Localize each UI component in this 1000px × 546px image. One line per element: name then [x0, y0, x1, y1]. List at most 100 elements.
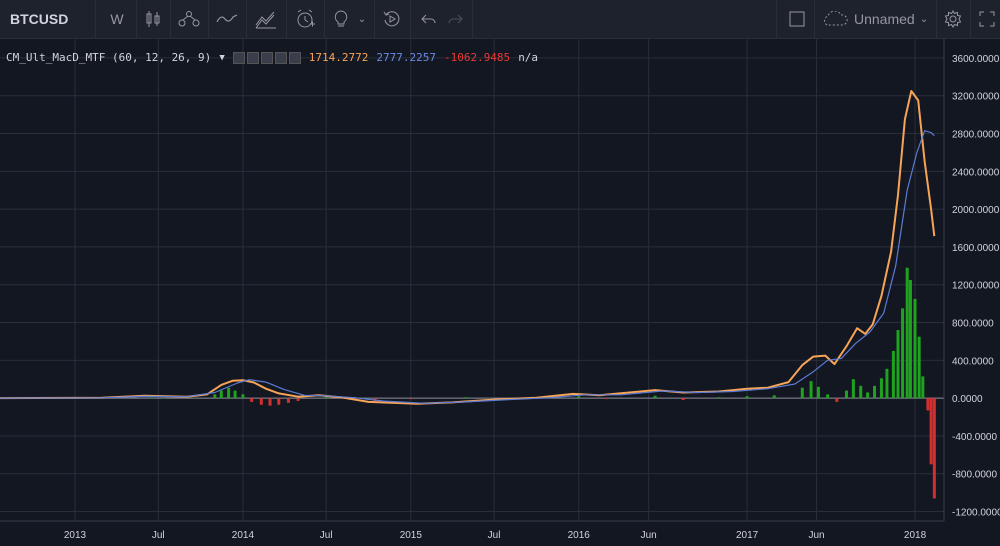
x-tick-label: 2016 — [568, 530, 591, 541]
x-tick-label: 2018 — [904, 530, 927, 541]
indicator-source-icon[interactable] — [260, 51, 273, 64]
macd-chart[interactable]: 3600.0000 3200.0000 2800.0000 2400.0000 2000… — [0, 39, 1000, 546]
y-tick-label: 1200.0000 — [952, 281, 1000, 292]
histogram-bar — [917, 336, 921, 399]
chart-grid — [0, 39, 1000, 546]
alert-clock-icon[interactable] — [292, 0, 318, 38]
histogram-bar — [213, 394, 217, 399]
chevron-down-icon[interactable]: ⌄ — [357, 13, 367, 25]
x-tick-label: 2015 — [400, 530, 423, 541]
y-tick-label: 2000.0000 — [952, 205, 1000, 216]
x-tick-label: 2013 — [64, 530, 87, 541]
histogram-bar — [929, 398, 933, 465]
histogram-bar — [901, 308, 905, 399]
toolbar-separator — [286, 0, 287, 38]
toolbar-separator — [410, 0, 411, 38]
toolbar-separator — [95, 0, 96, 38]
y-tick-label: 0.0000 — [952, 394, 983, 405]
histogram-bar — [891, 350, 895, 399]
time-axis[interactable]: 2013 Jul 2014 Jul 2015 Jul 2016 Jun 2017 Jun 2018 — [0, 520, 944, 541]
toolbar-separator — [776, 0, 777, 38]
undo-icon[interactable] — [418, 0, 440, 38]
toolbar-separator — [970, 0, 971, 38]
histogram-bar — [905, 267, 909, 399]
histogram-bar — [913, 298, 917, 399]
histogram-bar — [879, 378, 883, 399]
indicator-name[interactable]: CM_Ult_MacD_MTF (60, 12, 26, 9) — [6, 51, 212, 64]
interval-button[interactable]: W — [110, 11, 124, 27]
histogram-bar — [219, 390, 223, 399]
line-series — [0, 90, 936, 405]
histogram-bar — [233, 390, 237, 399]
x-tick-label: 2017 — [736, 530, 759, 541]
histogram-bar — [268, 398, 272, 406]
indicator-hide-icon[interactable] — [232, 51, 245, 64]
toolbar-separator — [814, 0, 815, 38]
indicator-settings-icon[interactable] — [246, 51, 259, 64]
templates-icon[interactable] — [252, 0, 280, 38]
histogram-bar — [844, 390, 848, 399]
y-tick-label: 2800.0000 — [952, 130, 1000, 141]
ideas-lightbulb-icon[interactable] — [330, 0, 352, 38]
histogram-bar — [851, 379, 855, 399]
x-tick-label: Jul — [152, 530, 165, 541]
compare-icon[interactable] — [176, 0, 202, 38]
top-toolbar: BTCUSD W ⌄ Unnamed ⌄ — [0, 0, 1000, 39]
y-tick-label: 3200.0000 — [952, 92, 1000, 103]
indicator-menu-chevron-icon[interactable]: ▼ — [219, 52, 225, 63]
fullscreen-icon[interactable] — [976, 0, 998, 38]
replay-icon[interactable] — [380, 0, 404, 38]
indicator-remove-icon[interactable] — [288, 51, 301, 64]
toolbar-separator — [472, 0, 473, 38]
indicators-icon[interactable] — [214, 0, 240, 38]
signal-line — [0, 130, 935, 404]
toolbar-separator — [324, 0, 325, 38]
histogram-bar — [717, 397, 721, 399]
histogram-bar — [896, 330, 900, 399]
histogram-bar — [464, 397, 468, 399]
histogram-series — [149, 267, 936, 499]
histogram-bar — [809, 381, 813, 399]
redo-icon[interactable] — [444, 0, 466, 38]
histogram-bar — [921, 376, 925, 399]
indicator-buttons — [232, 51, 301, 64]
indicator-add-icon[interactable] — [274, 51, 287, 64]
x-tick-label: Jun — [641, 530, 657, 541]
histogram-bar — [908, 280, 912, 399]
histogram-bar — [926, 398, 930, 411]
layout-name-label[interactable]: Unnamed — [854, 11, 915, 27]
layout-square-icon[interactable] — [786, 0, 808, 38]
histogram-bar — [250, 398, 254, 402]
histogram-bar — [604, 398, 608, 400]
histogram-bar — [653, 395, 657, 399]
histogram-bar — [577, 396, 581, 399]
x-tick-label: Jul — [320, 530, 333, 541]
histogram-bar — [873, 385, 877, 399]
histogram-bar — [885, 368, 889, 399]
y-tick-label: -400.0000 — [952, 432, 997, 443]
histogram-bar — [259, 398, 263, 405]
chevron-down-icon[interactable]: ⌄ — [919, 13, 929, 25]
histogram-bar — [409, 398, 413, 400]
y-tick-label: -1200.0000 — [952, 508, 1000, 519]
toolbar-separator — [374, 0, 375, 38]
histogram-bar — [800, 387, 804, 399]
y-tick-label: 400.0000 — [952, 356, 994, 367]
cloud-icon[interactable] — [820, 0, 850, 38]
price-axis[interactable]: 3600.0000 3200.0000 2800.0000 2400.0000 2000… — [943, 39, 1000, 521]
histogram-bar — [241, 394, 245, 399]
symbol-search-button[interactable]: BTCUSD — [10, 11, 69, 27]
histogram-bar — [324, 396, 328, 399]
toolbar-separator — [170, 0, 171, 38]
histogram-value: -1062.9485 — [443, 51, 511, 64]
y-tick-label: 800.0000 — [952, 319, 994, 330]
y-tick-label: -800.0000 — [952, 470, 997, 481]
histogram-bar — [772, 395, 776, 399]
chart-background — [0, 39, 1000, 546]
extra-value: n/a — [518, 51, 539, 64]
x-tick-label: Jun — [809, 530, 825, 541]
histogram-bar — [816, 386, 820, 399]
candles-icon[interactable] — [142, 0, 164, 38]
settings-gear-icon[interactable] — [942, 0, 964, 38]
y-tick-label: 1600.0000 — [952, 243, 1000, 254]
